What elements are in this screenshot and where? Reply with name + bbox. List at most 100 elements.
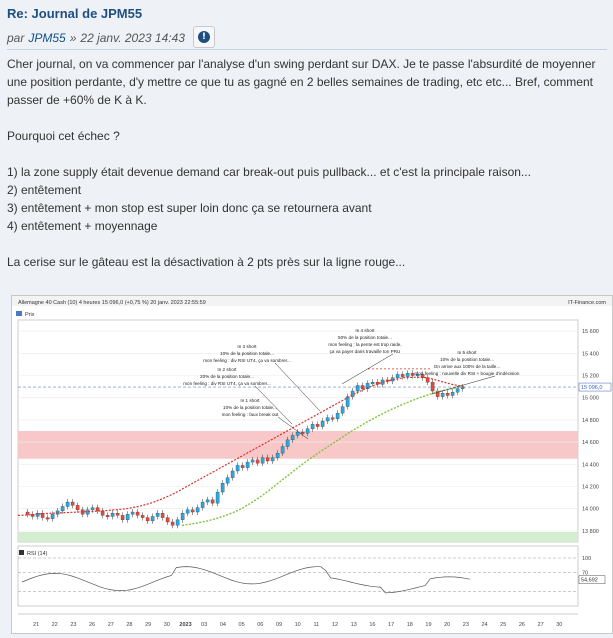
candle: [240, 465, 245, 468]
candle: [405, 373, 410, 377]
annotation-text: mon feeling : faux break out: [222, 412, 279, 417]
candle: [65, 501, 70, 507]
annotation-arrow: [431, 375, 496, 395]
y-tick-label: 13 800: [582, 529, 599, 535]
candle: [340, 406, 345, 414]
post-title[interactable]: Re: Journal de JPM55: [7, 6, 143, 21]
candle: [90, 507, 95, 510]
x-tick-label: 18: [407, 622, 413, 628]
candle: [415, 374, 420, 377]
rsi-badge: [578, 575, 606, 584]
candle: [75, 505, 80, 510]
candle: [430, 382, 435, 392]
candle: [25, 511, 30, 515]
annotation-text: 50% de la position totale...: [338, 335, 392, 340]
candle: [425, 377, 430, 383]
candle: [245, 461, 250, 468]
candle: [290, 435, 295, 441]
y-tick-label: 14 000: [582, 507, 599, 513]
candle: [395, 374, 400, 378]
candle: [180, 512, 185, 520]
x-tick-label: 10: [295, 622, 301, 628]
candle: [370, 382, 375, 384]
x-tick-label: 29: [145, 622, 151, 628]
candle: [200, 501, 205, 508]
candle: [70, 501, 75, 506]
annotation-text: mon feeling : nouvelle div RSI + bougie …: [415, 371, 520, 376]
candle: [335, 413, 340, 419]
x-tick-label: 17: [388, 622, 394, 628]
candle: [285, 439, 290, 447]
candle: [440, 393, 445, 397]
rsi-tick-label: 100: [582, 556, 591, 562]
candle: [320, 420, 325, 427]
post-body: Cher journal, on va commencer par l'anal…: [7, 55, 607, 271]
candle: [195, 507, 200, 513]
annotation-text: In 5 short: [457, 350, 477, 355]
y-tick-label: 14 600: [582, 440, 599, 446]
candle: [345, 396, 350, 407]
candle: [300, 431, 305, 434]
candle: [250, 459, 255, 463]
annotation-text: On arrive aux 100% de la taille...: [434, 364, 500, 369]
candle: [355, 385, 360, 392]
x-tick-label: 22: [52, 622, 58, 628]
x-tick-label: 30: [556, 622, 562, 628]
x-tick-label: 27: [538, 622, 544, 628]
candle: [155, 512, 160, 517]
candle: [165, 517, 170, 523]
x-tick-label: 04: [220, 622, 226, 628]
candle: [220, 483, 225, 493]
report-button[interactable]: !: [192, 26, 215, 48]
candle: [145, 517, 150, 522]
candle: [215, 491, 220, 504]
annotation-text: ça va payer dans travaille ton PRU: [330, 349, 401, 354]
rsi-label: RSI (14): [27, 551, 48, 557]
candle: [130, 511, 135, 515]
candle: [260, 457, 265, 464]
x-tick-label: 05: [239, 622, 245, 628]
dax-chart: Allemagne 40 Cash (10) 4 heures 15 096,0…: [12, 296, 612, 628]
candle: [330, 417, 335, 420]
x-tick-label: 06: [257, 622, 263, 628]
candle: [100, 510, 105, 516]
chart-header: Allemagne 40 Cash (10) 4 heures 15 096,0…: [18, 300, 206, 306]
x-tick-label: 16: [369, 622, 375, 628]
candle: [280, 446, 285, 454]
author-link[interactable]: JPM55: [28, 31, 66, 45]
candle: [410, 373, 415, 376]
chart-image[interactable]: Allemagne 40 Cash (10) 4 heures 15 096,0…: [11, 295, 613, 634]
annotation-text: In 4 short: [355, 328, 375, 333]
paragraph: Cher journal, on va commencer par l'anal…: [7, 57, 596, 107]
candle: [210, 499, 215, 504]
candle: [185, 509, 190, 514]
annotation-arrow: [277, 416, 309, 440]
annotation-arrow: [341, 353, 394, 385]
x-tick-label: 2023: [179, 622, 191, 628]
annotation-text: mon feeling : div RSI UT4, ça va sombrer…: [203, 358, 291, 363]
x-tick-label: 13: [351, 622, 357, 628]
y-tick-label: 15 600: [582, 329, 599, 335]
post-meta: par JPM55 » 22 janv. 2023 14:43 !: [7, 26, 215, 49]
candle: [295, 431, 300, 436]
x-tick-label: 21: [33, 622, 39, 628]
x-tick-label: 27: [108, 622, 114, 628]
candle: [445, 393, 450, 396]
annotation-text: In 2 short: [217, 367, 237, 372]
prix-legend-swatch: [16, 311, 22, 316]
rsi-panel: [17, 545, 579, 607]
candle: [45, 517, 50, 520]
x-tick-label: 28: [126, 622, 132, 628]
candle: [270, 457, 275, 462]
post-date: 22 janv. 2023 14:43: [80, 31, 185, 45]
candle: [205, 499, 210, 503]
supply-zone: [18, 431, 578, 459]
y-tick-label: 14 200: [582, 485, 599, 491]
annotation-text: 10% de la position totale...: [223, 405, 277, 410]
paragraph: 1) la zone supply était devenue demand c…: [7, 165, 531, 179]
candle: [105, 515, 110, 518]
annotation-text: mon feeling : div RSI UT4, ça va sombrer…: [183, 381, 271, 386]
candle: [95, 507, 100, 512]
paragraph: La cerise sur le gâteau est la désactiva…: [7, 255, 406, 269]
candle: [325, 417, 330, 422]
